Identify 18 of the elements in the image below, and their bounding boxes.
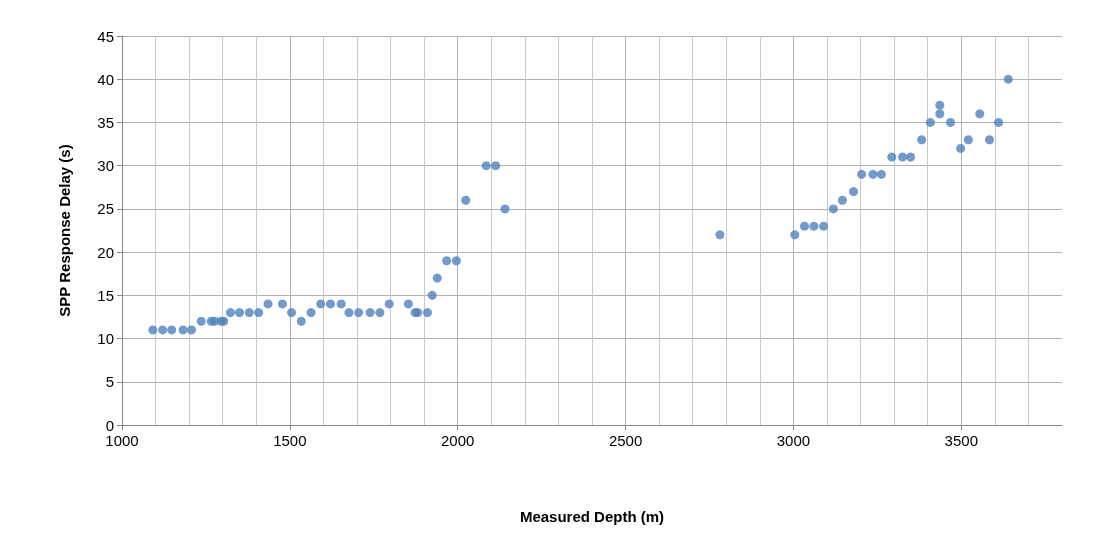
x-axis-title: Measured Depth (m) bbox=[519, 508, 665, 525]
y-tick-label: 30 bbox=[97, 157, 114, 175]
y-tick-label: 45 bbox=[97, 27, 114, 45]
y-axis-title: SPP Response Delay (s) bbox=[56, 144, 73, 317]
y-tick-label: 5 bbox=[105, 373, 114, 391]
y-tick-label: 25 bbox=[97, 200, 114, 218]
y-tick-label: 15 bbox=[97, 286, 114, 304]
y-tick-label: 20 bbox=[97, 243, 114, 261]
x-tick-label: 3500 bbox=[944, 432, 978, 449]
x-tick-label: 3000 bbox=[776, 432, 811, 449]
x-tick-label: 2000 bbox=[441, 432, 475, 449]
y-tick-label: 40 bbox=[97, 70, 114, 88]
y-tick-label: 35 bbox=[97, 113, 114, 131]
y-tick-label: 0 bbox=[105, 416, 114, 434]
y-tick-label: 10 bbox=[97, 330, 114, 348]
x-tick-label: 1500 bbox=[273, 432, 307, 449]
x-tick-label: 2500 bbox=[608, 432, 643, 449]
x-tick-label: 1000 bbox=[105, 432, 139, 449]
